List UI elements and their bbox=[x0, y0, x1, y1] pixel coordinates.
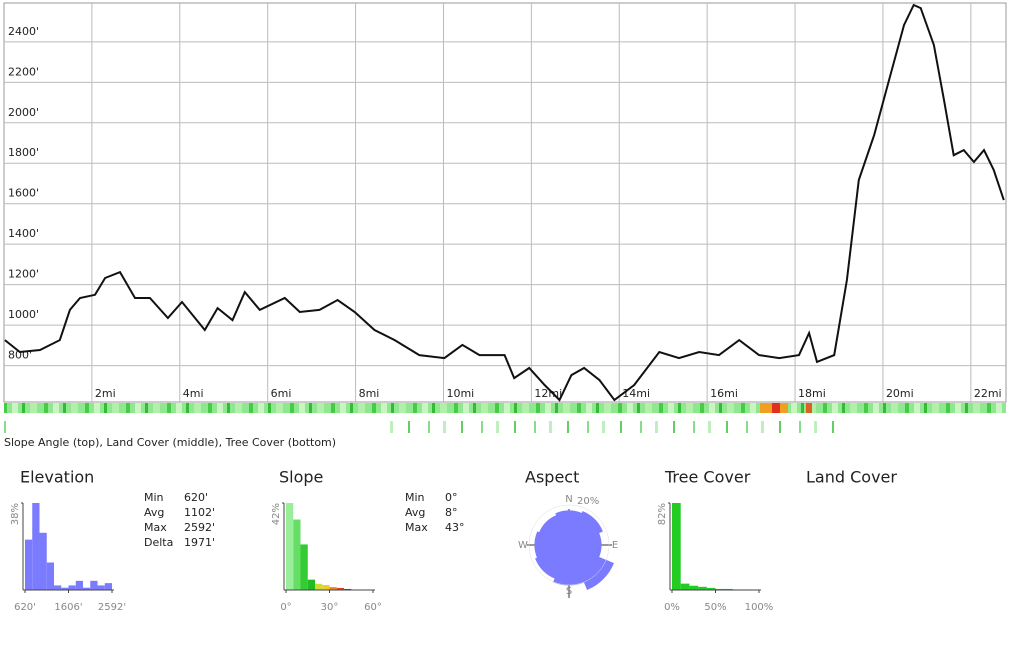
aspect-sector bbox=[568, 544, 614, 590]
histogram-bar bbox=[39, 532, 47, 590]
direction-label: W bbox=[518, 540, 528, 551]
direction-label: N bbox=[565, 494, 572, 505]
slope-strip-steep bbox=[806, 403, 812, 413]
stat-label: Delta bbox=[144, 536, 173, 549]
histogram-bar bbox=[53, 585, 62, 590]
stat-value: 43° bbox=[445, 521, 465, 534]
histogram-bar bbox=[315, 583, 323, 590]
aspect-sector bbox=[534, 531, 571, 559]
x-tick-label: 20mi bbox=[886, 387, 914, 400]
x-tick-label: 2mi bbox=[95, 387, 116, 400]
direction-label: E bbox=[612, 540, 618, 551]
histogram-bar bbox=[307, 579, 315, 590]
y-tick-label: 42% bbox=[271, 503, 282, 525]
histogram-bar bbox=[336, 587, 344, 590]
ring-label: 20% bbox=[577, 496, 599, 507]
plot-frame bbox=[3, 2, 1007, 403]
x-tick-label: 14mi bbox=[622, 387, 650, 400]
panel-title: Land Cover bbox=[806, 468, 897, 487]
y-tick-label: 1200' bbox=[8, 268, 39, 281]
stat-label: Avg bbox=[144, 506, 164, 519]
histogram-bar bbox=[689, 585, 699, 590]
histogram-bar bbox=[698, 586, 707, 590]
y-tick-label: 2000' bbox=[8, 106, 39, 119]
histogram-bar bbox=[715, 588, 725, 590]
x-tick-label: 16mi bbox=[710, 387, 738, 400]
x-tick-label: 50% bbox=[704, 602, 726, 613]
x-tick-label: 60° bbox=[364, 602, 382, 613]
histogram-bar bbox=[293, 519, 301, 590]
histogram-bar bbox=[83, 587, 91, 590]
histogram-bar bbox=[97, 585, 105, 590]
histogram-bar bbox=[322, 585, 330, 590]
stat-label: Min bbox=[405, 491, 425, 504]
histogram-bar bbox=[90, 580, 98, 590]
elevation-line bbox=[4, 3, 1005, 402]
y-tick-label: 2200' bbox=[8, 65, 39, 78]
x-tick-label: 22mi bbox=[974, 387, 1002, 400]
y-tick-label: 2400' bbox=[8, 25, 39, 38]
x-tick-label: 100% bbox=[745, 602, 774, 613]
histogram-bar bbox=[344, 588, 352, 590]
panel-title: Elevation bbox=[20, 468, 94, 487]
aspect-sector bbox=[568, 511, 603, 546]
y-tick-label: 38% bbox=[10, 503, 21, 525]
stat-value: 0° bbox=[445, 491, 458, 504]
stat-value: 620' bbox=[184, 491, 208, 504]
panel-title: Slope bbox=[279, 468, 323, 487]
histogram-bar bbox=[75, 580, 84, 590]
slope-strip-steep bbox=[772, 403, 780, 413]
direction-label: S bbox=[566, 586, 572, 597]
stat-value: 1102' bbox=[184, 506, 215, 519]
x-tick-label: 10mi bbox=[446, 387, 474, 400]
histogram-bar bbox=[104, 583, 112, 590]
histogram-bar bbox=[300, 544, 308, 590]
x-tick-label: 0% bbox=[664, 602, 680, 613]
aspect-sector bbox=[538, 514, 570, 546]
histogram-bar bbox=[61, 587, 69, 590]
x-tick-label: 30° bbox=[321, 602, 339, 613]
stat-label: Min bbox=[144, 491, 164, 504]
x-tick-label: 18mi bbox=[798, 387, 826, 400]
y-tick-label: 1800' bbox=[8, 146, 39, 159]
ring bbox=[528, 504, 610, 586]
panel-title: Tree Cover bbox=[664, 468, 751, 487]
strip-caption: Slope Angle (top), Land Cover (middle), … bbox=[4, 436, 336, 449]
y-tick-label: 1400' bbox=[8, 227, 39, 240]
land-cover-strip bbox=[380, 421, 840, 433]
x-tick-label: 2592' bbox=[98, 602, 126, 613]
x-tick-label: 6mi bbox=[271, 387, 292, 400]
stat-value: 8° bbox=[445, 506, 458, 519]
histogram-bar bbox=[25, 539, 33, 590]
histogram-bar bbox=[286, 503, 294, 590]
y-tick-label: 1600' bbox=[8, 187, 39, 200]
slope-strip bbox=[4, 403, 1006, 413]
x-tick-label: 8mi bbox=[359, 387, 380, 400]
histogram-bar bbox=[680, 583, 690, 590]
histogram-bar bbox=[32, 503, 40, 590]
aspect-sector bbox=[535, 544, 570, 579]
histogram-bar bbox=[46, 562, 54, 590]
stat-label: Max bbox=[405, 521, 428, 534]
x-tick-label: 620' bbox=[14, 602, 36, 613]
x-tick-label: 0° bbox=[280, 602, 291, 613]
histogram-bar bbox=[706, 587, 716, 590]
stat-value: 2592' bbox=[184, 521, 215, 534]
histogram-bar bbox=[68, 585, 76, 590]
stat-label: Max bbox=[144, 521, 167, 534]
land-cover-strip bbox=[4, 421, 16, 433]
panel-title: Aspect bbox=[525, 468, 579, 487]
stat-value: 1971' bbox=[184, 536, 215, 549]
histogram-bar bbox=[672, 503, 681, 590]
x-tick-label: 1606' bbox=[54, 602, 82, 613]
y-tick-label: 1000' bbox=[8, 308, 39, 321]
y-tick-label: 82% bbox=[657, 503, 668, 525]
histogram-bar bbox=[329, 587, 337, 590]
x-tick-label: 4mi bbox=[183, 387, 204, 400]
histogram-bar bbox=[724, 588, 733, 590]
stat-label: Avg bbox=[405, 506, 425, 519]
